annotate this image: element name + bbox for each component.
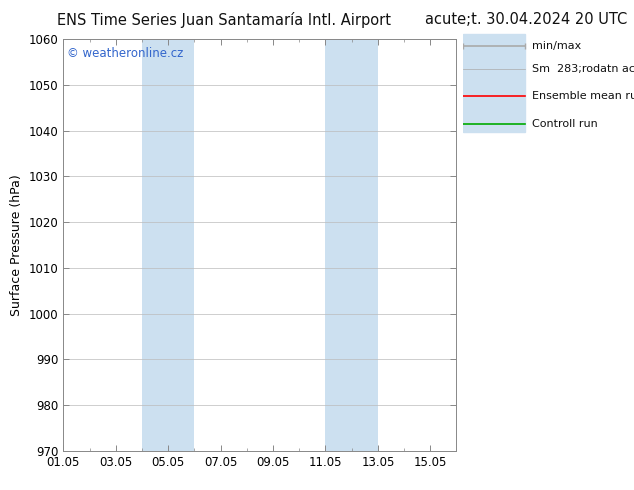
Text: Ensemble mean run: Ensemble mean run — [532, 91, 634, 101]
Text: ENS Time Series Juan Santamaría Intl. Airport: ENS Time Series Juan Santamaría Intl. Ai… — [57, 12, 391, 28]
Bar — [325, 39, 378, 451]
Text: min/max: min/max — [532, 41, 581, 50]
Text: © weatheronline.cz: © weatheronline.cz — [67, 48, 184, 60]
Y-axis label: Surface Pressure (hPa): Surface Pressure (hPa) — [10, 174, 23, 316]
Bar — [142, 39, 195, 451]
Text: acute;t. 30.04.2024 20 UTC: acute;t. 30.04.2024 20 UTC — [425, 12, 628, 27]
Text: Controll run: Controll run — [532, 119, 598, 129]
Text: Sm  283;rodatn acute; odchylka: Sm 283;rodatn acute; odchylka — [532, 64, 634, 74]
